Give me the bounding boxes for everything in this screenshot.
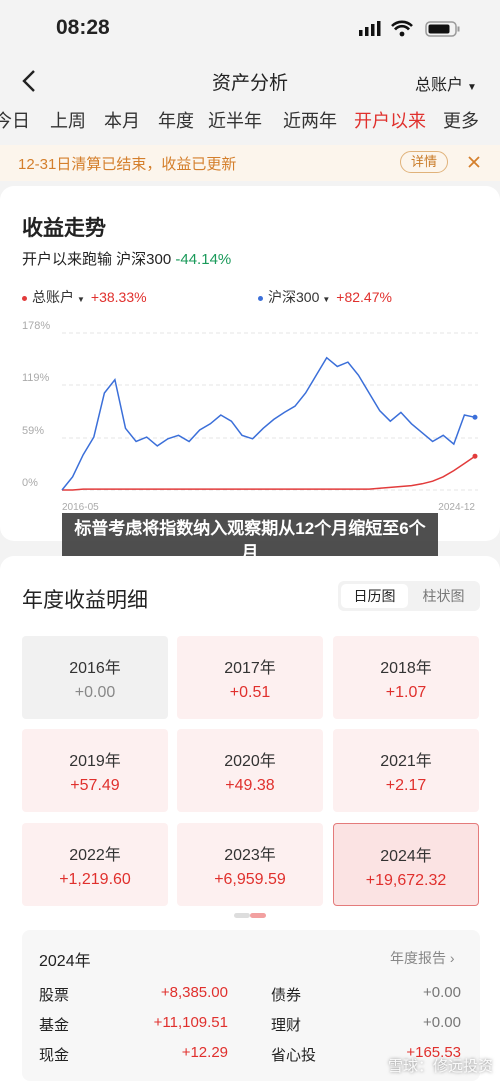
cell-value: +1,219.60 bbox=[59, 871, 131, 888]
page-indicator bbox=[234, 913, 266, 918]
period-tab[interactable]: 开户以来 bbox=[354, 111, 426, 131]
y-tick-label: 59% bbox=[22, 425, 44, 437]
item-label: 理财 bbox=[271, 1017, 302, 1034]
y-tick-label: 178% bbox=[22, 320, 50, 332]
close-button[interactable] bbox=[466, 154, 482, 170]
legend-name: 沪深300 bbox=[268, 289, 320, 305]
cell-year: 2018年 bbox=[380, 660, 432, 677]
status-time: 08:28 bbox=[56, 16, 110, 39]
year-cell[interactable]: 2024年 +19,672.32 bbox=[333, 823, 479, 906]
account-selector[interactable]: 总账户 ▼ bbox=[415, 71, 477, 95]
legend-return: +38.33% bbox=[90, 289, 147, 305]
year-cell[interactable]: 2019年 +57.49 bbox=[22, 729, 168, 812]
series-line bbox=[62, 455, 476, 491]
toggle-option[interactable]: 柱状图 bbox=[422, 588, 465, 604]
compare-line: 开户以来跑输 沪深300 -44.14% bbox=[22, 248, 231, 269]
cell-value: +0.51 bbox=[229, 684, 271, 701]
item-label: 现金 bbox=[39, 1047, 70, 1064]
year-cell[interactable]: 2022年 +1,219.60 bbox=[22, 823, 168, 906]
cell-year: 2020年 bbox=[224, 753, 276, 770]
y-tick-label: 119% bbox=[22, 372, 50, 384]
period-tab[interactable]: 年度 bbox=[158, 111, 194, 131]
dropdown-icon: ▼ bbox=[77, 295, 85, 304]
account-name: 总账户 bbox=[415, 77, 464, 94]
year-cell[interactable]: 2017年 +0.51 bbox=[177, 636, 323, 719]
cell-value: +1.07 bbox=[385, 684, 427, 701]
end-point bbox=[472, 414, 478, 420]
trend-title: 收益走势 bbox=[22, 217, 106, 240]
link-text: 年度报告 bbox=[390, 950, 446, 966]
cell-value: +57.49 bbox=[70, 777, 120, 794]
item-label: 股票 bbox=[39, 987, 70, 1004]
trend-chart: 0% 59% 119% 178% 2016-05 2024-12 bbox=[22, 320, 478, 513]
annual-title: 年度收益明细 bbox=[22, 589, 148, 612]
item-label: 基金 bbox=[39, 1017, 70, 1034]
cell-year: 2021年 bbox=[380, 753, 432, 770]
detail-button[interactable]: 详情 bbox=[400, 151, 448, 173]
cell-year: 2022年 bbox=[69, 847, 121, 864]
period-tab[interactable]: 近半年 bbox=[208, 111, 262, 131]
item-label: 省心投 bbox=[271, 1047, 317, 1064]
cell-year: 2016年 bbox=[69, 660, 121, 677]
item-value: +0.00 bbox=[423, 1014, 461, 1031]
x-tick-label: 2016-05 bbox=[62, 502, 99, 513]
year-cell[interactable]: 2020年 +49.38 bbox=[177, 729, 323, 812]
item-value: +165.53 bbox=[406, 1044, 461, 1061]
watermark: 雪球：修远投资 bbox=[388, 1058, 494, 1075]
legend-dot bbox=[22, 295, 27, 301]
cell-year: 2024年 bbox=[380, 848, 432, 865]
end-point bbox=[472, 453, 478, 459]
legend-name: 总账户 bbox=[32, 289, 74, 305]
year-cell[interactable]: 2021年 +2.17 bbox=[333, 729, 479, 812]
item-value: +11,109.51 bbox=[153, 1014, 228, 1031]
item-value: +8,385.00 bbox=[160, 984, 228, 1001]
breakdown-year: 2024年 bbox=[39, 953, 91, 970]
cell-value: +19,672.32 bbox=[365, 872, 447, 889]
period-tab[interactable]: 今日 bbox=[0, 111, 30, 131]
period-tab[interactable]: 更多 bbox=[443, 111, 479, 131]
legend-return: +82.47% bbox=[336, 289, 392, 305]
dropdown-icon: ▼ bbox=[322, 295, 331, 304]
legend-dot bbox=[258, 295, 263, 301]
back-button[interactable] bbox=[18, 68, 40, 94]
legend-item: 总账户 ▼ +38.33% bbox=[22, 287, 147, 307]
item-label: 债券 bbox=[271, 987, 302, 1004]
trend-card bbox=[0, 186, 500, 541]
breakdown-card bbox=[22, 930, 480, 1081]
cell-year: 2023年 bbox=[224, 847, 276, 864]
x-tick-label: 2024-12 bbox=[438, 502, 475, 513]
y-tick-label: 0% bbox=[22, 477, 38, 489]
period-tab[interactable]: 近两年 bbox=[283, 111, 337, 131]
cell-value: +0.00 bbox=[74, 684, 116, 701]
item-value: +0.00 bbox=[423, 984, 461, 1001]
dropdown-icon: ▼ bbox=[467, 82, 477, 93]
period-tab[interactable]: 本月 bbox=[104, 111, 140, 131]
notice-text: 12-31日清算已结束，收益已更新 bbox=[18, 156, 237, 173]
series-line bbox=[61, 356, 476, 491]
cell-year: 2019年 bbox=[69, 753, 121, 770]
item-value: +12.29 bbox=[181, 1044, 228, 1061]
cell-year: 2017年 bbox=[224, 660, 276, 677]
cell-value: +2.17 bbox=[385, 777, 427, 794]
cell-value: +6,959.59 bbox=[214, 871, 286, 888]
year-cell[interactable]: 2018年 +1.07 bbox=[333, 636, 479, 719]
toggle-option[interactable]: 日历图 bbox=[341, 584, 408, 608]
compare-value: -44.14% bbox=[175, 251, 232, 268]
compare-text: 开户以来跑输 沪深300 bbox=[22, 251, 172, 268]
status-icons bbox=[359, 20, 460, 37]
year-cell[interactable]: 2023年 +6,959.59 bbox=[177, 823, 323, 906]
cell-value: +49.38 bbox=[225, 777, 275, 794]
year-cell[interactable]: 2016年 +0.00 bbox=[22, 636, 168, 719]
page-title: 资产分析 bbox=[211, 73, 288, 94]
annual-report-link[interactable]: 年度报告 › bbox=[390, 950, 455, 966]
legend-item: 沪深300 ▼ +82.47% bbox=[258, 287, 392, 307]
period-tab[interactable]: 上周 bbox=[50, 111, 86, 131]
